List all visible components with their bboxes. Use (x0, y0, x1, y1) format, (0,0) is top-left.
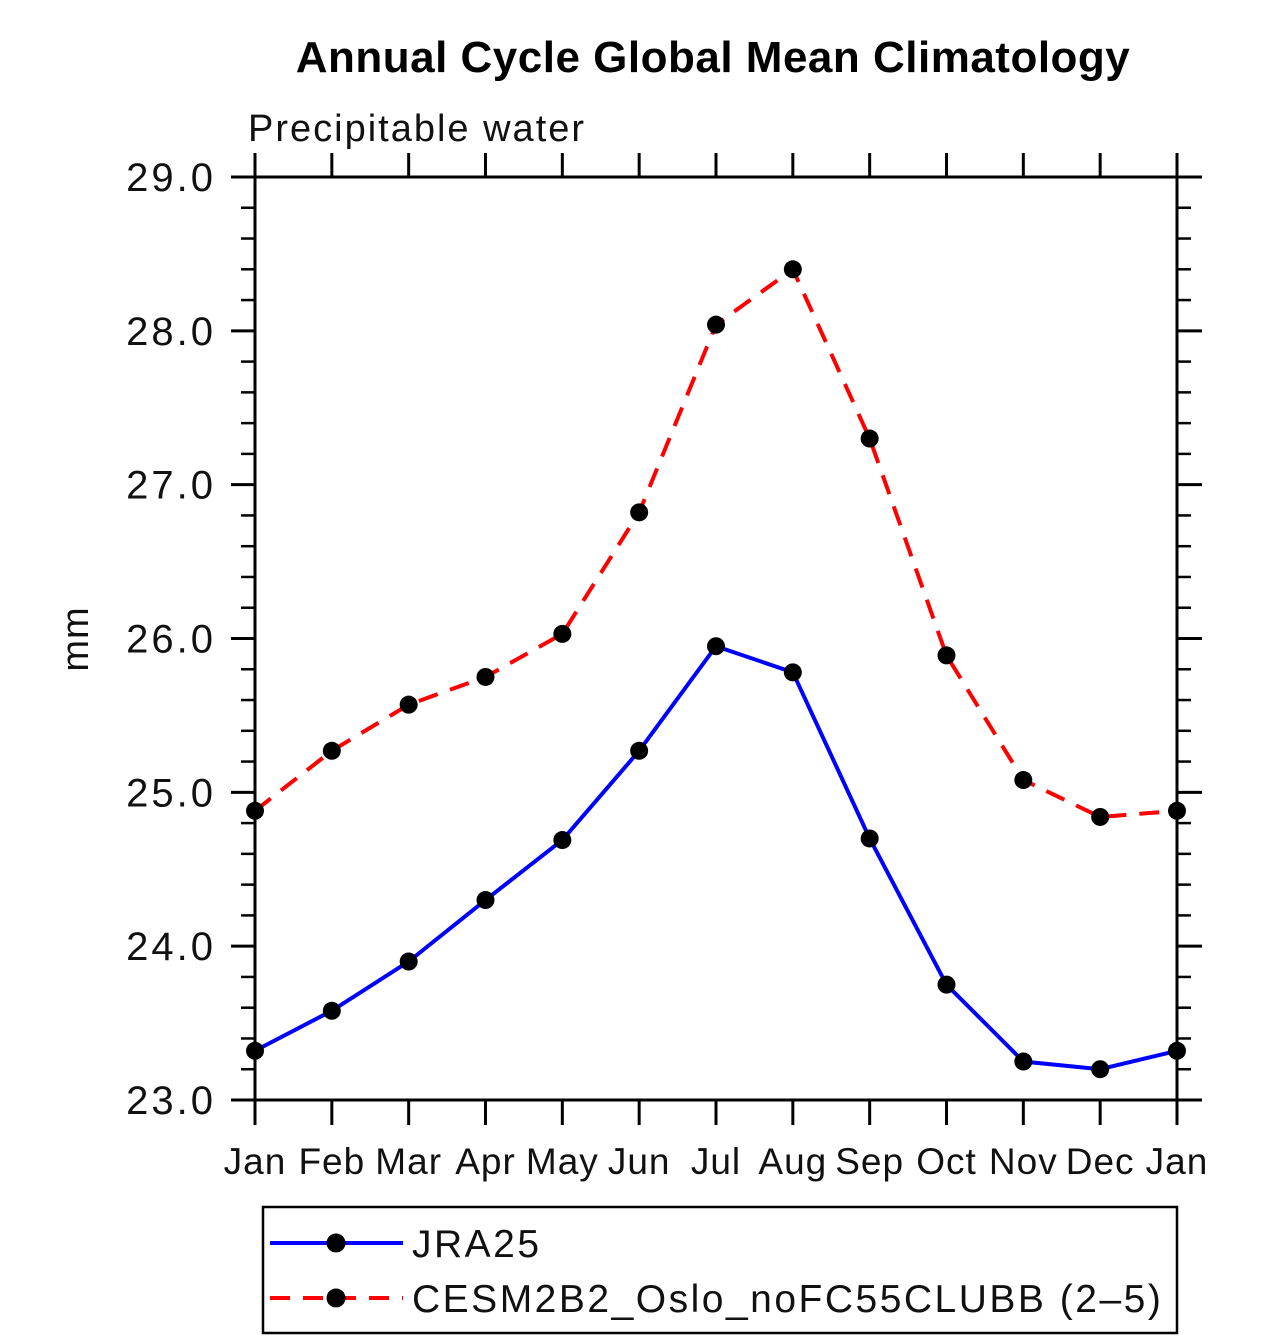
x-tick-label: May (526, 1141, 599, 1182)
legend-label: JRA25 (412, 1223, 542, 1266)
data-point-marker (246, 801, 264, 820)
x-tick-label: Aug (758, 1141, 827, 1182)
series-line-dashed (253, 266, 1178, 819)
y-tick-label: 26.0 (126, 618, 216, 662)
y-tick-label: 29.0 (126, 156, 216, 200)
y-tick-label: 27.0 (126, 464, 216, 508)
x-tick-label: Feb (298, 1141, 365, 1182)
data-point-marker (860, 429, 879, 448)
data-point-marker (707, 315, 725, 334)
data-series (246, 260, 1186, 1079)
y-axis-label: mm (55, 606, 97, 671)
data-point-marker (553, 831, 572, 850)
data-point-marker (1014, 1052, 1033, 1071)
x-tick-label: Jul (691, 1141, 741, 1182)
data-point-marker (937, 975, 956, 994)
data-point-marker (783, 663, 802, 682)
legend-frame (261, 1205, 1179, 1335)
legend-box: JRA25 CESM2B2_Oslo_noFC55CLUBB (2–5) (261, 1205, 1179, 1335)
axes-and-ticks (231, 153, 1202, 1125)
data-point-marker (1014, 771, 1033, 790)
data-point-marker (399, 695, 418, 714)
x-tick-label: Jan (224, 1141, 287, 1182)
data-point-marker (937, 646, 956, 665)
data-point-marker (783, 260, 802, 279)
data-point-marker (630, 503, 649, 522)
data-point-marker (322, 1001, 341, 1020)
data-point-marker (399, 952, 418, 971)
x-tick-label: Jun (608, 1141, 671, 1182)
data-point-marker (1091, 1060, 1110, 1079)
x-tick-label: Jan (1146, 1141, 1209, 1182)
legend-marker (326, 1288, 346, 1308)
legend-label: CESM2B2_Oslo_noFC55CLUBB (2–5) (412, 1278, 1163, 1321)
data-point-marker (1168, 801, 1186, 820)
chart-title: Annual Cycle Global Mean Climatology (296, 33, 1131, 82)
data-point-marker (553, 624, 572, 643)
chart-subtitle: Precipitable water (248, 108, 586, 150)
y-tick-label: 28.0 (126, 310, 216, 354)
legend-marker (326, 1233, 346, 1253)
x-tick-label: Dec (1066, 1141, 1135, 1182)
x-tick-label: Apr (455, 1141, 516, 1182)
x-tick-label: Nov (989, 1141, 1058, 1182)
data-point-marker (860, 829, 879, 848)
x-tick-label: Mar (375, 1141, 442, 1182)
series-line-solid (254, 643, 1178, 1072)
data-point-marker (246, 1041, 264, 1060)
data-point-marker (1168, 1041, 1186, 1060)
y-tick-label: 25.0 (126, 771, 216, 815)
data-point-marker (707, 637, 725, 656)
y-tick-label: 23.0 (126, 1079, 216, 1123)
data-point-marker (1091, 807, 1110, 826)
y-tick-label: 24.0 (126, 925, 216, 969)
x-tick-label: Sep (835, 1141, 904, 1182)
tick-labels: Jan Feb Mar Apr May Jun Jul Aug Sep Oct Nov Dec Jan2… (126, 156, 1209, 1182)
data-point-marker (630, 741, 649, 760)
data-point-marker (476, 667, 495, 686)
data-point-marker (476, 891, 495, 910)
data-point-marker (322, 741, 341, 760)
x-tick-label: Oct (916, 1141, 977, 1182)
